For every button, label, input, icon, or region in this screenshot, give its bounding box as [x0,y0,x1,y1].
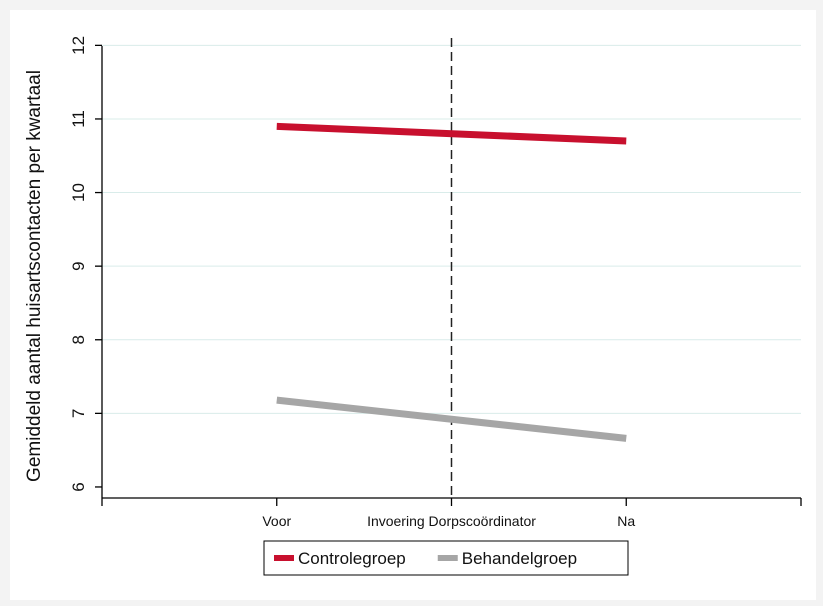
y-tick-label-9: 9 [69,261,88,270]
y-tick-label-12: 12 [69,36,88,55]
y-tick-label-8: 8 [69,335,88,344]
y-axis-title: Gemiddeld aantal huisartscontacten per k… [24,70,45,482]
tick-labels: 6 7 8 9 10 11 12 Voor Invoering Dorpscoördinator… [69,36,635,529]
legend-label-1: Behandelgroep [462,549,577,568]
legend-swatch-1 [437,555,458,561]
x-tick-label-0: Voor [262,513,291,529]
chart-panel: 6 7 8 9 10 11 12 Voor Invoering Dorpscoördinator… [10,10,816,600]
line-chart: 6 7 8 9 10 11 12 Voor Invoering Dorpscoördinator… [24,36,802,576]
y-tick-label-11: 11 [69,110,88,128]
y-tick-label-10: 10 [69,183,88,202]
axes [95,44,802,506]
series-line-1 [276,396,627,442]
series [276,122,627,442]
legend-swatch-0 [274,555,294,561]
y-tick-label-6: 6 [69,482,88,491]
legend: Controlegroep Behandelgroep [263,540,629,576]
legend-label-0: Controlegroep [298,549,406,568]
series-line-0 [276,122,627,145]
x-tick-label-1: Invoering Dorpscoördinator [367,513,536,529]
y-tick-label-7: 7 [69,409,88,418]
x-tick-label-2: Na [617,513,635,529]
